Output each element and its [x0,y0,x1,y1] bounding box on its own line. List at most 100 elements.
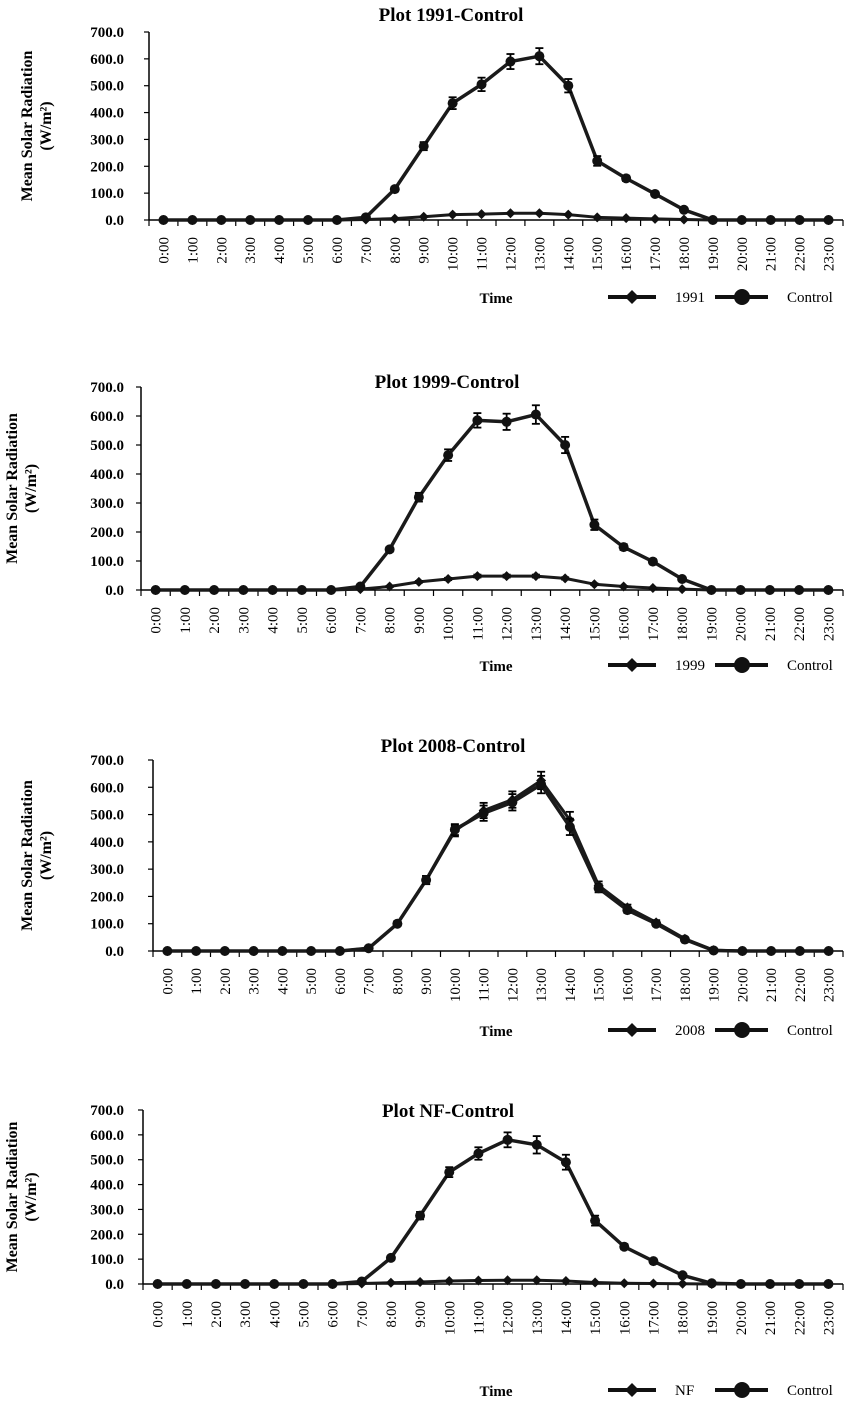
x-tick-label: 12:00 [503,237,519,271]
x-axis-label: Time [479,1384,512,1400]
y-tick-label: 600.0 [90,1128,124,1144]
data-point [384,581,395,592]
x-tick-label: 17:00 [648,237,664,271]
x-tick-label: 9:00 [419,968,435,995]
x-tick-label: 16:00 [619,237,635,271]
data-point [274,215,285,225]
y-tick-label: 700.0 [90,753,124,769]
data-point [162,946,173,956]
y-axis-label-line1: Mean Solar Radiation [19,50,36,201]
x-tick-label: 19:00 [706,237,722,271]
data-point [563,209,574,220]
x-tick-label: 8:00 [383,607,399,634]
y-tick-label: 600.0 [90,409,124,425]
x-tick-label: 12:00 [501,1301,517,1335]
data-point [385,1252,396,1263]
data-point [677,573,688,584]
series-line [157,1138,829,1286]
data-point [560,1157,571,1168]
y-tick-label: 300.0 [90,132,124,148]
data-point [447,98,458,109]
data-point [472,571,483,582]
data-point [619,1278,630,1289]
series-line [167,782,829,953]
data-point [415,1277,426,1288]
chart-title: Plot 1991-Control [379,5,524,26]
data-point [216,215,227,225]
data-point [764,585,775,595]
data-point [823,946,834,956]
legend-label: 1991 [675,290,705,306]
data-point [327,1279,338,1289]
x-tick-label: 23:00 [822,968,838,1002]
x-tick-label: 14:00 [558,607,574,641]
x-tick-label: 8:00 [388,237,404,264]
x-axis-label: Time [479,659,512,675]
x-tick-label: 2:00 [214,237,230,264]
data-point [592,212,603,223]
x-tick-label: 6:00 [330,237,346,264]
x-tick-label: 21:00 [764,237,780,271]
data-point [502,1275,513,1286]
legend-marker-circle [734,657,750,673]
x-tick-label: 16:00 [617,607,633,641]
data-point [737,946,748,956]
x-tick-label: 0:00 [149,607,165,634]
data-point [240,1279,251,1289]
x-axis-label: Time [479,1024,512,1040]
x-tick-label: 5:00 [301,237,317,264]
y-axis-label: Mean Solar Radiation (W/m²) [4,1121,40,1272]
x-tick-label: 7:00 [353,607,369,634]
data-point [505,56,516,67]
x-tick-label: 18:00 [678,968,694,1002]
data-point [389,213,400,224]
legend-label: Control [787,1383,833,1399]
data-point [530,571,541,582]
data-point [534,208,545,219]
series-line [163,54,829,222]
data-point [560,573,571,584]
x-tick-label: 6:00 [324,607,340,634]
data-point [531,1139,542,1150]
y-tick-label: 200.0 [90,1227,124,1243]
legend: 1999 Control [608,657,833,674]
data-point [678,214,689,225]
x-tick-label: 1:00 [180,1301,196,1328]
data-point [476,79,487,90]
x-tick-label: 10:00 [441,607,457,641]
x-tick-label: 13:00 [530,1301,546,1335]
data-point [191,946,202,956]
x-tick-label: 15:00 [590,237,606,271]
y-tick-label: 100.0 [90,1252,124,1268]
data-point [563,80,574,91]
data-point [331,215,342,225]
data-point [209,585,220,595]
data-point [648,1256,659,1267]
data-point [766,946,777,956]
data-point [647,582,658,593]
data-point [501,416,512,427]
data-point [560,440,571,450]
y-tick-label: 300.0 [90,496,124,512]
data-point [619,1241,630,1252]
data-point [621,173,632,184]
x-tick-label: 20:00 [734,607,750,641]
data-point [181,1279,192,1289]
chart-title: Plot NF-Control [382,1101,514,1122]
data-point [449,824,460,835]
legend-label: Control [787,1023,833,1039]
data-point [158,215,169,225]
chart-panel-3: Plot 2008-Control Mean Solar Radiation (W/… [19,736,844,1040]
data-point [413,576,424,587]
x-tick-label: 17:00 [646,1301,662,1335]
y-tick-label: 0.0 [105,213,124,229]
data-point [530,409,541,420]
x-tick-label: 6:00 [326,1301,342,1328]
data-point [589,519,600,530]
data-point [248,946,259,956]
legend-marker-diamond [625,658,639,672]
data-point [267,585,278,595]
data-point [794,215,805,225]
series-2008 [162,770,834,956]
